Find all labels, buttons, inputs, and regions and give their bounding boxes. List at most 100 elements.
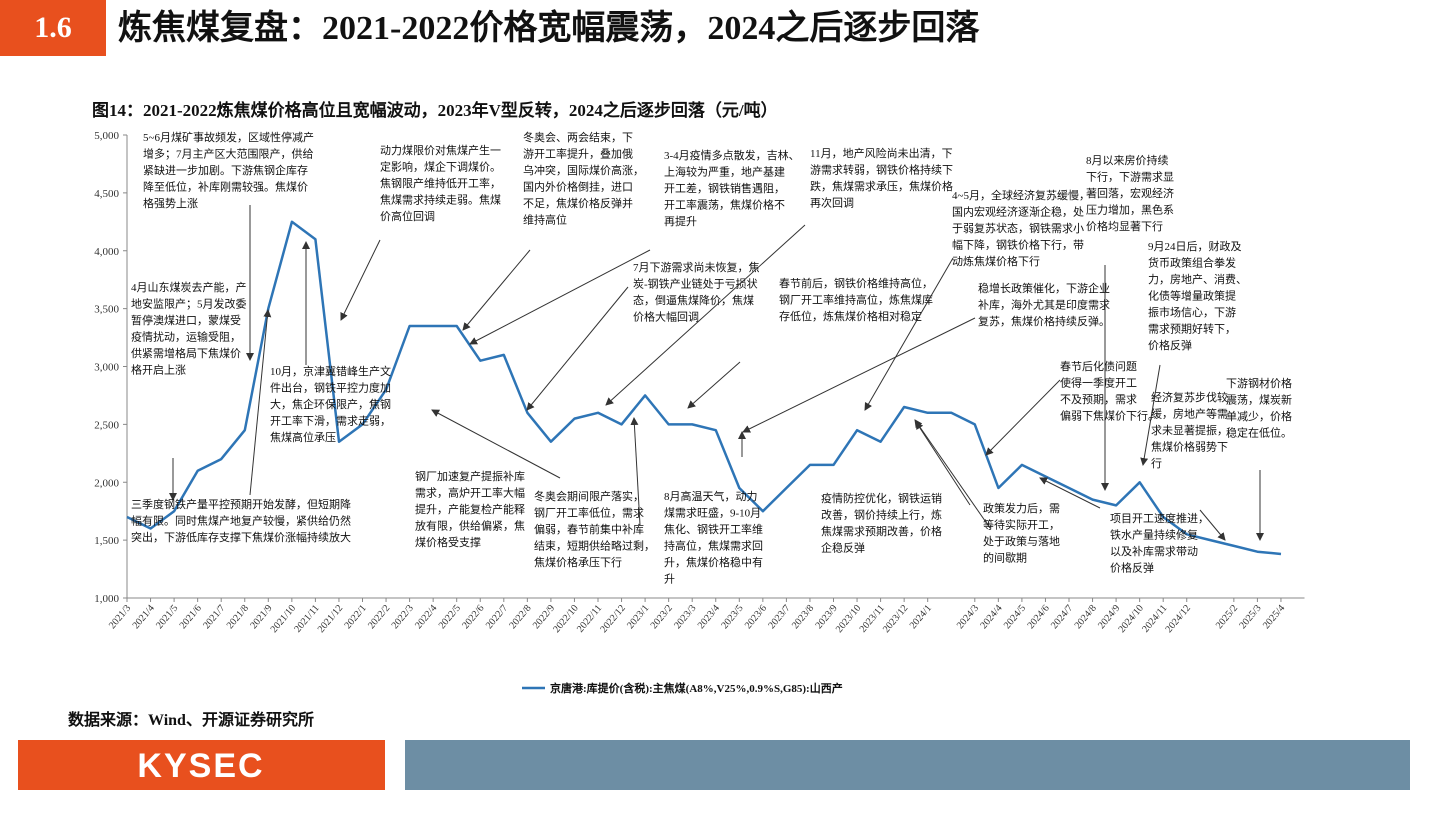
annotation-text: 偏弱，春节前集中补库	[534, 522, 644, 536]
annotation-text: 格开启上涨	[131, 363, 186, 377]
annotation-text: 钢厂开工率维持高位，炼焦煤库	[779, 293, 933, 307]
annotation-text: 求未显著提振，	[1151, 423, 1228, 437]
x-tick-label: 2023/7	[766, 603, 792, 631]
x-tick-label: 2021/8	[225, 603, 251, 631]
annotation-text: 4~5月，全球经济复苏缓慢，	[952, 188, 1090, 202]
x-tick-label: 2025/4	[1261, 603, 1287, 631]
annotation-text: 开工差，钢铁销售遇阻，	[664, 181, 785, 195]
annotation-arrow	[915, 421, 971, 506]
annotation-text: 不足，焦煤价格反弹并	[523, 196, 633, 210]
x-tick-label: 2025/3	[1237, 603, 1263, 631]
annotation-text: 幅下降，钢铁价格下行，带	[952, 238, 1084, 252]
annotation-text: 焦钢限产维持低开工率，	[380, 176, 501, 190]
x-tick-label: 2022/3	[390, 603, 416, 631]
annotation-text: 紧缺进一步加剧。下游焦钢企库存	[143, 163, 308, 177]
x-tick-label: 2023/3	[672, 603, 698, 631]
footer-logo: KYSEC	[137, 747, 264, 785]
x-tick-label: 2023/8	[790, 603, 816, 631]
annotation-text: 8月高温天气，动力	[664, 489, 758, 503]
annotation-text: 需求预期好转下，	[1148, 322, 1236, 336]
annotation-arrow	[1140, 364, 1161, 466]
annotation-text: 炭-钢铁产业链处于亏损状	[633, 277, 758, 291]
annotation-arrow	[1199, 509, 1226, 541]
annotation-text: 焦化、钢铁开工率维	[664, 522, 763, 536]
annotation-text: 维持高位	[523, 213, 567, 227]
section-badge	[0, 0, 106, 56]
y-tick-label: 3,000	[94, 362, 119, 374]
annotation-text: 国内外价格倒挂，进口	[523, 180, 633, 194]
annotation-arrow	[985, 379, 1061, 456]
x-tick-label: 2022/10	[551, 603, 580, 635]
annotation-text: 缓，房地产等需	[1151, 407, 1228, 421]
x-tick-label: 2023/12	[881, 603, 910, 635]
x-tick-label: 2023/2	[649, 603, 675, 631]
annotation-text: 幅有限。同时焦煤产地复产较慢，紧供给仍然	[131, 514, 351, 528]
annotation-text: 项目开工速度推进，	[1110, 511, 1209, 525]
annotation-text: 三季度钢铁产量平控预期开始发酵，但短期降	[131, 497, 351, 511]
annotation-arrow	[864, 257, 954, 411]
x-tick-label: 2022/6	[460, 603, 486, 631]
y-tick-label: 4,500	[94, 188, 119, 200]
x-tick-label: 2024/12	[1164, 603, 1193, 635]
annotation-text: 行	[1151, 457, 1162, 470]
annotation-text: 以及补库需求带动	[1110, 545, 1198, 558]
annotation-text: 价格反弹	[1148, 338, 1192, 352]
annotation-text: 稳定在低位。	[1226, 426, 1292, 440]
plot: 1,000 1,500 2,000 2,500 3,000 3,500 4,000 4,500…	[94, 130, 1305, 695]
annotation-text: 焦煤高位承压	[270, 430, 336, 444]
annotation-text: 煤价格受支撑	[415, 535, 481, 549]
x-tick-label: 2021/4	[131, 603, 157, 631]
annotation-text: 需求，高炉开工率大幅	[415, 486, 525, 500]
y-tick-label: 1,500	[94, 535, 119, 547]
annotation-text: 地安监限产；5月发改委	[131, 297, 247, 311]
annotation-arrow	[526, 286, 629, 411]
annotation-text: 焦煤需求预期改善，价格	[821, 524, 942, 538]
annotation-text: 再次回调	[810, 196, 854, 210]
footer-bar	[405, 740, 1410, 790]
legend-label: 京唐港:库提价(含税):主焦煤(A8%,V25%,0.9%S,G85):山西产	[550, 681, 843, 695]
annotation-text: 供紧需增格局下焦煤价	[131, 346, 241, 360]
annotation-text: 游开工率提升，叠加俄	[523, 147, 633, 161]
annotation-arrow	[914, 419, 991, 529]
annotation-text: 化债等增量政策提	[1148, 289, 1236, 303]
section-number: 1.6	[34, 11, 72, 44]
x-tick-label: 2021/6	[178, 603, 204, 631]
annotation-text: 焦煤需求持续走弱。焦煤	[380, 193, 501, 207]
annotation-text: 上海较为严重，地产基建	[664, 165, 785, 179]
slide-title: 炼焦煤复盘：2021-2022价格宽幅震荡，2024之后逐步回落	[118, 8, 980, 47]
annotation-text: 春节前后，钢铁价格维持高位，	[779, 276, 933, 290]
annotation-text: 态，倒逼焦煤降价，焦煤	[633, 293, 754, 307]
annotation-text: 提升，产能复检产能释	[415, 502, 525, 516]
annotation-text: 单减少，价格	[1226, 409, 1292, 423]
annotation-arrow	[431, 409, 561, 479]
source: 数据来源：Wind、开源证券研究所	[68, 710, 314, 729]
x-tick-label: 2024/1	[908, 603, 934, 631]
y-tick-label: 1,000	[94, 593, 119, 605]
annotation-text: 等待实际开工，	[983, 518, 1060, 532]
x-tick-label: 2021/7	[201, 603, 227, 631]
x-tick-label: 2024/7	[1049, 603, 1075, 631]
price-line	[126, 220, 1282, 556]
x-tick-label: 2023/1	[625, 603, 651, 631]
annotation-arrow	[469, 249, 651, 345]
annotation-text: 9月24日后，财政及	[1148, 239, 1242, 253]
x-tick-label: 2022/5	[437, 603, 463, 631]
annotation-arrow	[605, 224, 806, 406]
annotation-text: 力，房地产、消费、	[1148, 272, 1247, 286]
annotation-arrow	[249, 309, 272, 496]
y-tick-label: 4,000	[94, 246, 119, 258]
x-tick-label: 2023/5	[719, 603, 745, 631]
footer-logo-box	[18, 740, 385, 790]
x-tick-label: 2022/2	[366, 603, 392, 631]
x-tick-label: 2022/12	[598, 603, 627, 635]
annotation-text: 降至低位，补库刚需较强。焦煤价	[143, 180, 308, 194]
annotation-text: 格强势上涨	[143, 196, 198, 210]
x-tick-label: 2023/6	[743, 603, 769, 631]
x-tick-label: 2022/1	[343, 603, 369, 631]
annotation-text: 价格均显著下行	[1086, 219, 1163, 233]
annotation-text: 压力增加，黑色系	[1086, 203, 1174, 217]
x-tick-label: 2022/8	[507, 603, 533, 631]
annotation-text: 冬奥会期间限产落实，	[534, 489, 644, 503]
